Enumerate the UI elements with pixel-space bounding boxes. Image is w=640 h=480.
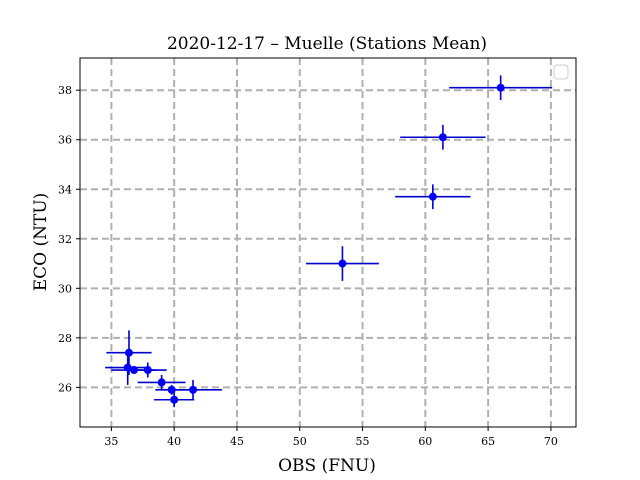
x-tick-label: 50 [293, 435, 307, 448]
y-tick-label: 30 [58, 282, 72, 295]
data-point [496, 83, 505, 92]
y-tick-label: 36 [58, 134, 72, 147]
data-point [428, 192, 437, 201]
data-point [167, 385, 176, 394]
y-axis-label: ECO (NTU) [31, 193, 51, 292]
data-point [129, 366, 138, 375]
y-tick-label: 28 [58, 332, 72, 345]
y-tick-label: 26 [58, 381, 72, 394]
y-tick-label: 34 [58, 183, 72, 196]
data-point [189, 385, 198, 394]
data-point [123, 363, 132, 372]
data-point [170, 395, 179, 404]
x-tick-label: 60 [418, 435, 432, 448]
y-tick-label: 32 [58, 233, 72, 246]
data-point [124, 348, 133, 357]
plot-frame [79, 57, 577, 428]
data-points [123, 83, 505, 404]
x-axis-label: OBS (FNU) [278, 456, 376, 476]
error-bars [105, 75, 553, 408]
x-tick-label: 40 [167, 435, 181, 448]
data-point [143, 366, 152, 375]
data-point [338, 259, 347, 268]
legend-box [553, 64, 569, 80]
x-tick-label: 55 [356, 435, 370, 448]
x-tick-label: 70 [544, 435, 558, 448]
y-tick-label: 38 [58, 84, 72, 97]
axis-ticks: 35 40 45 50 55 60 65 70 26 28 30 32 34 36 38 [58, 84, 558, 448]
grid [80, 58, 576, 427]
data-point [438, 133, 447, 142]
data-point [157, 378, 166, 387]
x-tick-label: 65 [481, 435, 495, 448]
x-tick-label: 45 [230, 435, 244, 448]
x-tick-label: 35 [104, 435, 118, 448]
chart-title: 2020-12-17 – Muelle (Stations Mean) [167, 34, 487, 54]
